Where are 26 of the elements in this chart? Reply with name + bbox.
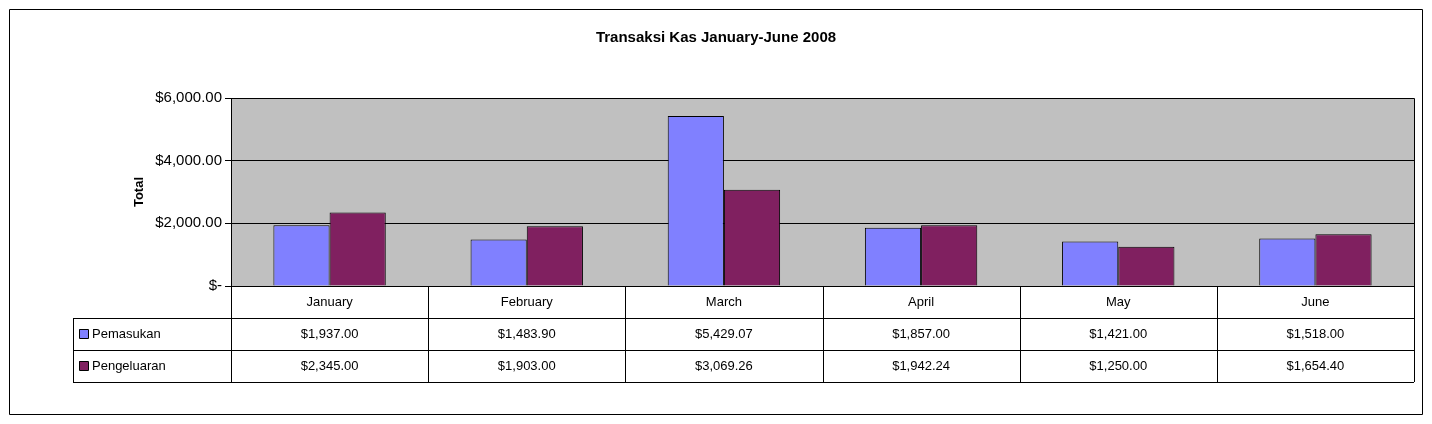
x-tick-label: June bbox=[1301, 293, 1330, 309]
y-axis-title: Total bbox=[130, 176, 146, 208]
x-tick-label: April bbox=[908, 293, 935, 309]
x-tick-label: February bbox=[500, 293, 554, 309]
y-tick-label: $6,000.00 bbox=[155, 88, 222, 106]
legend-label: Pemasukan bbox=[92, 325, 161, 341]
x-tick-label: January bbox=[306, 293, 354, 309]
y-tick-label: $- bbox=[208, 276, 222, 294]
y-tick-label: $4,000.00 bbox=[155, 150, 222, 168]
data-label: $1,421.00 bbox=[1089, 325, 1148, 341]
data-label: $1,942.24 bbox=[892, 357, 951, 373]
legend-label: Pengeluaran bbox=[92, 357, 166, 373]
chart-title: Transaksi Kas January-June 2008 bbox=[595, 28, 837, 46]
x-tick-label: March bbox=[705, 293, 742, 309]
data-label: $1,250.00 bbox=[1089, 357, 1148, 373]
data-label: $2,345.00 bbox=[300, 357, 359, 373]
data-label: $1,518.00 bbox=[1286, 325, 1345, 341]
x-tick-label: May bbox=[1105, 293, 1132, 309]
data-label: $1,903.00 bbox=[497, 357, 556, 373]
data-label: $1,483.90 bbox=[497, 325, 556, 341]
data-label: $1,654.40 bbox=[1286, 357, 1345, 373]
data-label: $1,857.00 bbox=[892, 325, 951, 341]
data-label: $3,069.26 bbox=[694, 357, 753, 373]
data-label: $5,429.07 bbox=[694, 325, 753, 341]
y-tick-label: $2,000.00 bbox=[155, 213, 222, 231]
data-label: $1,937.00 bbox=[300, 325, 359, 341]
